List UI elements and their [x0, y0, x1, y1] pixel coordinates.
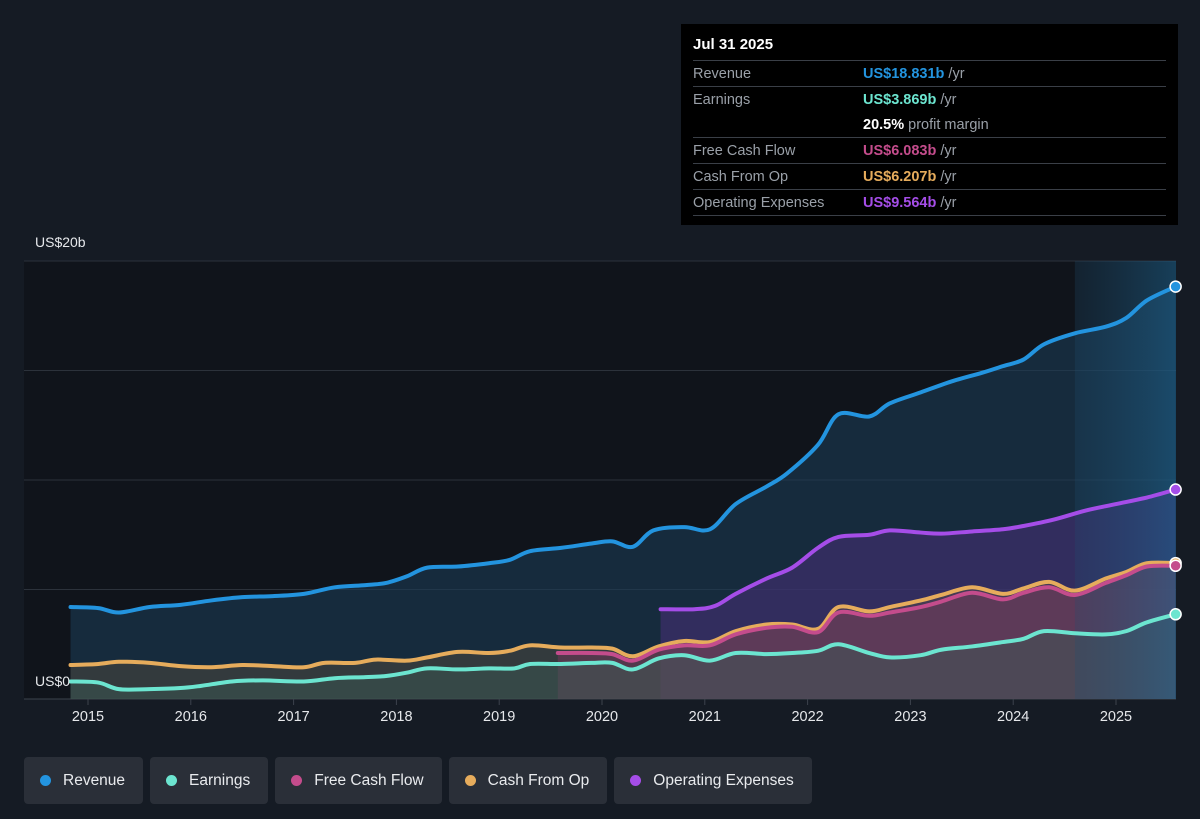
- legend-item-operating-expenses[interactable]: Operating Expenses: [614, 757, 812, 804]
- earnings-end-marker: [1169, 608, 1182, 621]
- operating-expenses-line: [658, 487, 1178, 612]
- tooltip-row-unit: /yr: [940, 168, 957, 185]
- tooltip-row-label: Operating Expenses: [693, 194, 825, 211]
- operating-expenses-area: [660, 489, 1176, 699]
- x-tick-label: 2019: [483, 709, 516, 725]
- free-cash-flow-end-marker: [1169, 559, 1182, 573]
- legend-item-earnings[interactable]: Earnings: [150, 757, 269, 804]
- tooltip-row-unit: /yr: [940, 91, 957, 108]
- x-tick-label: 2021: [688, 709, 721, 725]
- tooltip-row-value: 20.5%: [863, 116, 905, 133]
- legend-dot-icon: [291, 775, 303, 786]
- tooltip-row-value: US$9.564b: [863, 194, 937, 211]
- x-tick-label: 2022: [791, 709, 824, 725]
- operating-expenses-end-marker: [1169, 483, 1182, 496]
- tooltip-row-unit: profit margin: [908, 116, 989, 133]
- tooltip-row: Operating Expenses US$9.564b/yr: [693, 190, 1166, 216]
- legend-dot-icon: [166, 775, 178, 786]
- highlight-region: [1074, 261, 1176, 699]
- tooltip-row-unit: /yr: [940, 142, 957, 159]
- tooltip-row: Revenue US$18.831b/yr: [693, 61, 1166, 87]
- x-tick-label: 2023: [894, 709, 927, 725]
- tooltip-date: Jul 31 2025: [693, 36, 1166, 61]
- legend-label: Free Cash Flow: [314, 771, 424, 789]
- legend-item-revenue[interactable]: Revenue: [24, 757, 144, 804]
- tooltip-row: 20.5% profit margin: [693, 112, 1166, 138]
- legend-label: Operating Expenses: [653, 771, 794, 789]
- legend: Revenue Earnings Free Cash Flow Cash From O…: [24, 757, 812, 804]
- legend-label: Cash From Op: [487, 771, 590, 789]
- x-tick-label: 2025: [1099, 709, 1133, 725]
- tooltip-row: Earnings US$3.869b/yr: [693, 87, 1166, 112]
- tooltip-row-value: US$3.869b: [863, 91, 937, 108]
- x-tick-label: 2018: [380, 709, 413, 725]
- tooltip-row-unit: /yr: [940, 194, 957, 211]
- legend-item-free-cash-flow[interactable]: Free Cash Flow: [275, 757, 442, 804]
- tooltip-row-label: Earnings: [693, 91, 751, 108]
- tooltip-row-label: Revenue: [693, 65, 752, 82]
- tooltip-row-value: US$6.083b: [863, 142, 937, 159]
- y-axis-zero-label: US$0: [35, 673, 71, 689]
- tooltip-row-label: Free Cash Flow: [693, 142, 796, 159]
- legend-item-cash-from-op[interactable]: Cash From Op: [448, 757, 608, 804]
- x-tick-label: 2017: [277, 709, 310, 725]
- x-tick-label: 2015: [71, 709, 105, 725]
- x-tick-label: 2024: [997, 709, 1030, 725]
- revenue-line: [68, 284, 1178, 615]
- x-tick-label: 2020: [585, 709, 619, 725]
- free-cash-flow-line: [555, 563, 1178, 663]
- tooltip-row-unit: /yr: [948, 65, 965, 82]
- tooltip-row: Cash From Op US$6.207b/yr: [693, 164, 1166, 190]
- tooltip-row-label: Cash From Op: [693, 168, 789, 185]
- y-axis-top-label: US$20b: [35, 234, 86, 250]
- tooltip: Jul 31 2025 Revenue US$18.831b/yr Earnings…: [681, 24, 1178, 225]
- tooltip-row-value: US$18.831b: [863, 65, 945, 82]
- x-tick-label: 2016: [174, 709, 207, 725]
- legend-dot-icon: [464, 775, 476, 786]
- revenue-end-marker: [1169, 280, 1182, 293]
- earnings-line: [68, 612, 1178, 692]
- tooltip-row: Free Cash Flow US$6.083b/yr: [693, 138, 1166, 164]
- free-cash-flow-area: [557, 565, 1176, 699]
- legend-label: Revenue: [63, 771, 126, 789]
- legend-dot-icon: [40, 775, 51, 786]
- legend-label: Earnings: [189, 771, 251, 789]
- legend-dot-icon: [630, 775, 642, 786]
- tooltip-row-value: US$6.207b: [863, 168, 937, 185]
- cash-from-op-line: [68, 560, 1178, 670]
